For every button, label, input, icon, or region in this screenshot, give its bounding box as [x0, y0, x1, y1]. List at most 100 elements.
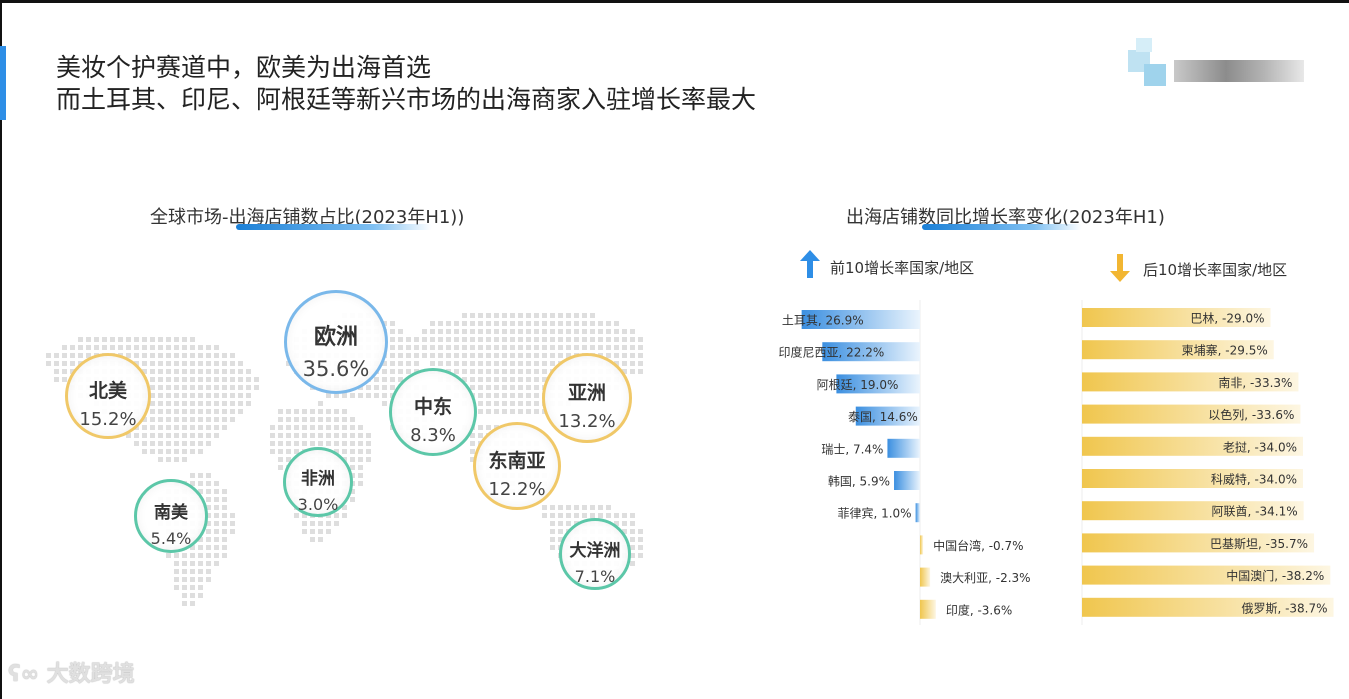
- map-dot: [174, 337, 179, 342]
- map-dot: [198, 409, 203, 414]
- map-dot: [190, 433, 195, 438]
- map-dot: [390, 337, 395, 342]
- map-dot: [206, 385, 211, 390]
- map-dot: [174, 401, 179, 406]
- map-dot: [198, 441, 203, 446]
- blurred-logo: [1128, 38, 1318, 100]
- map-dot: [174, 393, 179, 398]
- map-dot: [206, 409, 211, 414]
- map-dot: [518, 345, 523, 350]
- map-dot: [334, 433, 339, 438]
- map-dot: [70, 345, 75, 350]
- map-dot: [158, 361, 163, 366]
- map-dot: [494, 361, 499, 366]
- map-dot: [462, 337, 467, 342]
- bottom10-label: 老挝, -34.0%: [1223, 440, 1297, 454]
- map-dot: [478, 401, 483, 406]
- map-dot: [198, 449, 203, 454]
- map-dot: [118, 337, 123, 342]
- bar-chart-title: 出海店铺数同比增长率变化(2023年H1): [846, 207, 1165, 228]
- map-dot: [190, 417, 195, 422]
- map-dot: [494, 321, 499, 326]
- map-dot: [406, 369, 411, 374]
- map-dot: [542, 337, 547, 342]
- map-dot: [222, 401, 227, 406]
- map-dot: [142, 425, 147, 430]
- map-dot: [142, 417, 147, 422]
- map-dot: [462, 321, 467, 326]
- map-dot: [518, 361, 523, 366]
- map-dot: [630, 521, 635, 526]
- top10-label: 土耳其, 26.9%: [782, 314, 864, 328]
- map-dot: [310, 441, 315, 446]
- map-dot: [190, 353, 195, 358]
- map-dot: [214, 553, 219, 558]
- map-dot: [494, 409, 499, 414]
- map-dot: [478, 385, 483, 390]
- map-dot: [206, 569, 211, 574]
- map-dot: [182, 441, 187, 446]
- map-dot: [54, 369, 59, 374]
- map-dot: [286, 433, 291, 438]
- map-dot: [350, 393, 355, 398]
- map-dot: [622, 353, 627, 358]
- map-dot: [182, 569, 187, 574]
- map-dot: [214, 409, 219, 414]
- map-dot: [206, 369, 211, 374]
- region-name: 南美: [154, 503, 188, 523]
- bottom10-label: 南非, -33.3%: [1218, 375, 1292, 390]
- map-dot: [630, 369, 635, 374]
- map-dot: [430, 329, 435, 334]
- map-dot: [238, 393, 243, 398]
- bottom10-label: 柬埔寨, -29.5%: [1182, 343, 1268, 358]
- map-dot: [574, 345, 579, 350]
- map-dot: [430, 361, 435, 366]
- map-dot: [174, 409, 179, 414]
- map-dot: [630, 513, 635, 518]
- map-dot: [174, 377, 179, 382]
- map-dot: [534, 385, 539, 390]
- map-dot: [214, 529, 219, 534]
- region-bubble: 北美 15.2%: [65, 353, 151, 439]
- map-dot: [222, 417, 227, 422]
- map-dot: [326, 425, 331, 430]
- map-dot: [470, 369, 475, 374]
- map-dot: [222, 393, 227, 398]
- map-title-underline: [236, 224, 432, 230]
- map-dot: [510, 401, 515, 406]
- map-dot: [366, 449, 371, 454]
- map-dot: [166, 553, 171, 558]
- map-dot: [430, 321, 435, 326]
- map-dot: [630, 361, 635, 366]
- map-dot: [166, 441, 171, 446]
- map-dot: [550, 529, 555, 534]
- map-dot: [470, 337, 475, 342]
- map-dot: [182, 409, 187, 414]
- map-dot: [358, 425, 363, 430]
- map-dot: [158, 377, 163, 382]
- map-dot: [70, 353, 75, 358]
- map-dot: [246, 393, 251, 398]
- map-dot: [278, 457, 283, 462]
- map-dot: [222, 489, 227, 494]
- map-dot: [638, 345, 643, 350]
- map-dot: [166, 385, 171, 390]
- map-dot: [638, 529, 643, 534]
- map-dot: [494, 369, 499, 374]
- map-dot: [126, 433, 131, 438]
- map-dot: [158, 353, 163, 358]
- map-dot: [150, 377, 155, 382]
- map-dot: [502, 377, 507, 382]
- map-dot: [622, 521, 627, 526]
- map-dot: [518, 401, 523, 406]
- top10-label: 瑞士, 7.4%: [821, 442, 883, 456]
- map-dot: [198, 377, 203, 382]
- map-dot: [222, 545, 227, 550]
- map-dot: [350, 497, 355, 502]
- map-dot: [374, 377, 379, 382]
- top10-label: 中国台湾, -0.7%: [933, 538, 1023, 553]
- top10-bar: [836, 374, 920, 394]
- map-dot: [526, 345, 531, 350]
- map-dot: [502, 353, 507, 358]
- map-dot: [462, 345, 467, 350]
